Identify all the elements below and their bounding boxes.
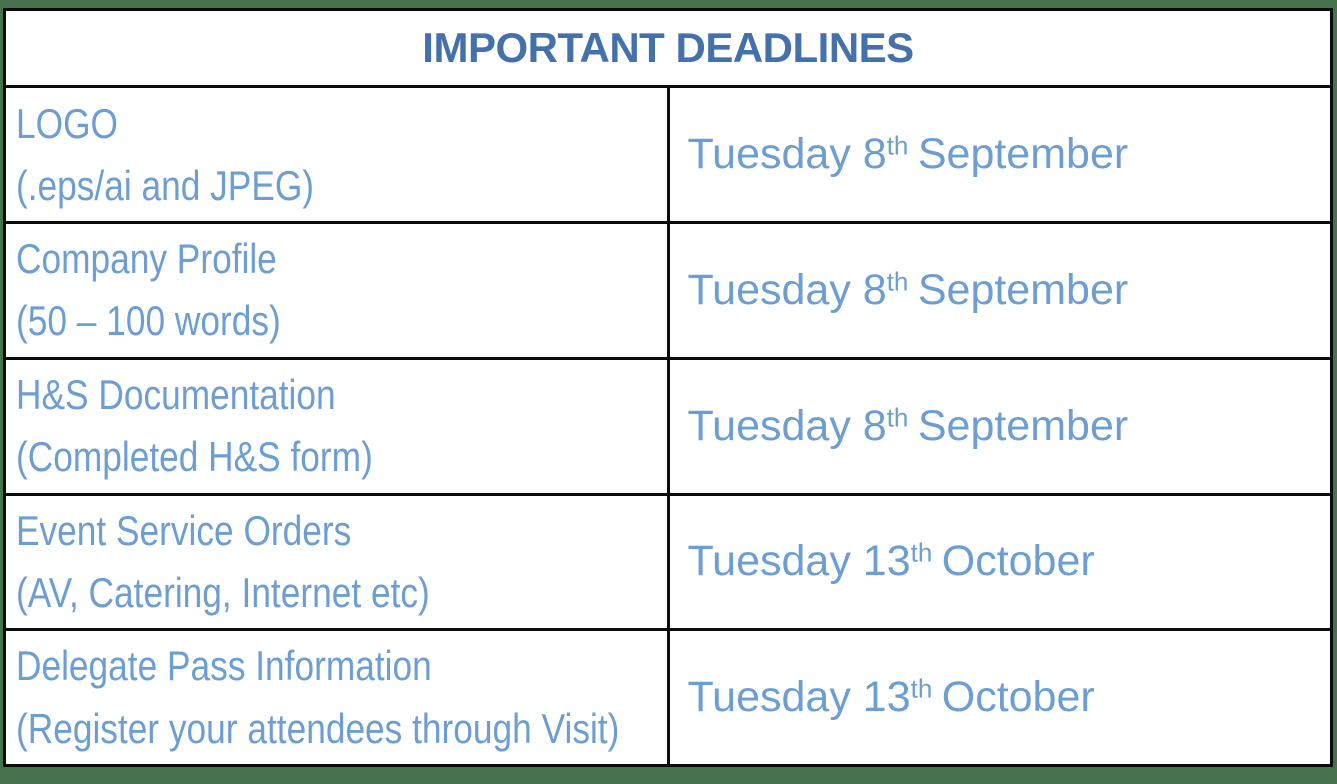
deadline-cell: Tuesday 8th September xyxy=(666,85,1333,225)
deadline-month: October xyxy=(941,673,1095,722)
item-detail: (Completed H&S form) xyxy=(16,433,373,481)
deadline-month: September xyxy=(917,401,1129,450)
table-title: IMPORTANT DEADLINES xyxy=(3,7,1333,89)
item-detail: (AV, Catering, Internet etc) xyxy=(16,568,430,616)
deadlines-table: IMPORTANT DEADLINES LOGO (.eps/ai and JP… xyxy=(3,7,1333,767)
deadline-date: Tuesday 13 xyxy=(687,537,911,586)
item-detail: (50 – 100 words) xyxy=(16,297,281,345)
table-row: Company Profile (50 – 100 words) Tuesday… xyxy=(3,221,1333,360)
deadline-cell: Tuesday 8th September xyxy=(666,356,1333,496)
deadline-cell: Tuesday 13th October xyxy=(666,492,1333,632)
item-name: H&S Documentation xyxy=(16,371,336,418)
deadline-ordinal: th xyxy=(886,130,909,161)
table-row: Event Service Orders (AV, Catering, Inte… xyxy=(3,492,1333,632)
deadline-date: Tuesday 8 xyxy=(687,130,887,179)
item-cell-logo: LOGO (.eps/ai and JPEG) xyxy=(3,85,670,225)
deadline-month: September xyxy=(917,130,1129,179)
deadline-month: October xyxy=(941,537,1095,586)
deadline-ordinal: th xyxy=(886,402,909,433)
deadline-cell: Tuesday 8th September xyxy=(666,221,1333,360)
item-name: LOGO xyxy=(16,99,118,147)
table-header-row: IMPORTANT DEADLINES xyxy=(3,7,1333,89)
table-row: H&S Documentation (Completed H&S form) T… xyxy=(3,356,1333,496)
item-cell-delegate-pass-information: Delegate Pass Information (Register your… xyxy=(3,628,670,767)
item-name: Event Service Orders xyxy=(16,506,352,554)
deadline-date: Tuesday 13 xyxy=(687,673,911,722)
item-detail: (Register your attendees through Visit) xyxy=(16,704,620,752)
item-name: Delegate Pass Information xyxy=(16,642,432,690)
table-row: Delegate Pass Information (Register your… xyxy=(3,628,1333,767)
deadline-ordinal: th xyxy=(886,266,909,297)
item-cell-event-service-orders: Event Service Orders (AV, Catering, Inte… xyxy=(3,492,670,632)
item-name: Company Profile xyxy=(16,235,277,283)
deadline-date: Tuesday 8 xyxy=(687,401,887,450)
item-cell-hs-documentation: H&S Documentation (Completed H&S form) xyxy=(3,356,670,496)
deadline-ordinal: th xyxy=(910,537,933,568)
deadline-month: September xyxy=(917,265,1129,314)
table-row: LOGO (.eps/ai and JPEG) Tuesday 8th Septe… xyxy=(3,85,1333,225)
deadline-date: Tuesday 8 xyxy=(687,265,887,314)
deadline-ordinal: th xyxy=(910,673,933,704)
item-cell-company-profile: Company Profile (50 – 100 words) xyxy=(3,221,670,360)
deadlines-table-frame: IMPORTANT DEADLINES LOGO (.eps/ai and JP… xyxy=(3,7,1333,767)
item-detail: (.eps/ai and JPEG) xyxy=(16,161,315,209)
deadline-cell: Tuesday 13th October xyxy=(666,628,1333,767)
